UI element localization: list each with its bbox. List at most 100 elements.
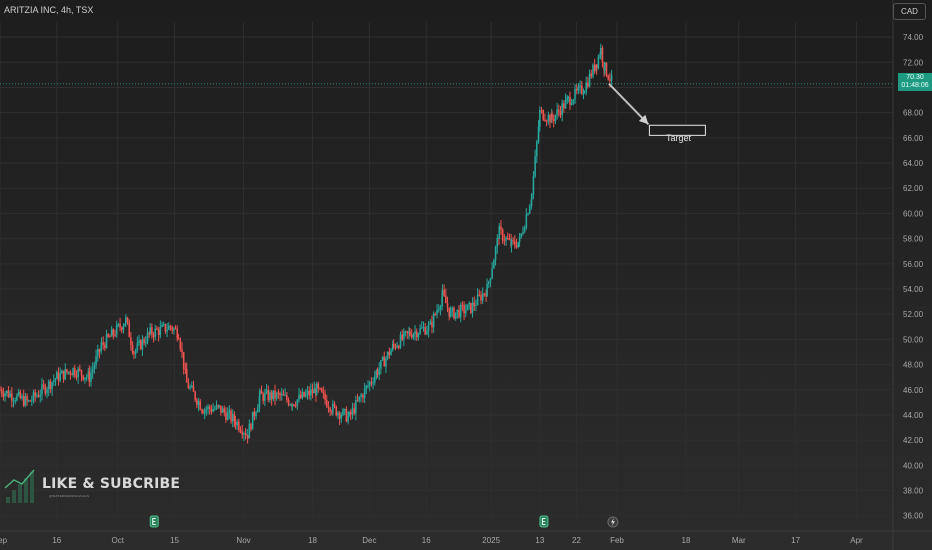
target-arrowhead <box>638 114 649 125</box>
x-tick-label: 18 <box>308 536 317 545</box>
candle-down <box>174 328 177 330</box>
bar-chart-logo-icon <box>4 469 35 503</box>
target-box[interactable] <box>648 124 706 136</box>
candle-up <box>264 392 266 401</box>
candle-up <box>468 302 470 305</box>
x-axis[interactable]: Sep 16 Oct 15 Nov 18 Dec 16 2025 13 22 Feb 18 Mar 17 Ap… <box>0 530 932 545</box>
candle-up <box>489 278 492 282</box>
candle-down <box>287 399 290 405</box>
candle-down <box>325 399 328 407</box>
candle-down <box>66 369 68 373</box>
candle-up <box>280 393 283 396</box>
y-tick-label: 52.00 <box>903 310 924 319</box>
candle-up <box>72 368 74 375</box>
y-tick-label: 62.00 <box>903 184 924 193</box>
y-tick-label: 50.00 <box>903 335 924 344</box>
candle-down <box>220 405 222 413</box>
candle-up <box>205 409 208 411</box>
candle-up <box>520 233 523 238</box>
candle-down <box>202 411 204 414</box>
candle-down <box>552 119 555 121</box>
candle-up <box>5 390 8 394</box>
candle-down <box>57 372 60 381</box>
y-axis[interactable]: 74.0072.0070.0068.0066.0064.0062.0060.00… <box>892 0 924 550</box>
candle-down <box>210 409 213 412</box>
candle-up <box>296 399 299 406</box>
candle-up <box>110 329 113 337</box>
candle-down <box>398 346 400 348</box>
candle-down <box>335 406 338 416</box>
candle-up <box>582 93 585 95</box>
candle-down <box>544 119 546 121</box>
candle-down <box>199 401 202 410</box>
candle-down <box>26 396 28 401</box>
candle-up <box>532 176 535 195</box>
x-tick-label: 18 <box>682 536 691 545</box>
x-tick-label: Feb <box>610 536 624 545</box>
candle-up <box>291 404 294 407</box>
candle-up <box>265 390 268 393</box>
candle-up <box>426 330 428 335</box>
earnings-icon[interactable] <box>149 515 159 528</box>
x-tick-label: Apr <box>850 536 863 545</box>
candle-down <box>19 391 22 399</box>
candle-up <box>561 103 563 116</box>
candle-down <box>303 391 305 397</box>
candle-up <box>149 327 151 334</box>
candle-down <box>453 307 455 319</box>
candle-down <box>169 325 172 328</box>
lightning-icon[interactable] <box>607 516 619 528</box>
target-annotation[interactable] <box>608 83 706 136</box>
candle-down <box>139 340 142 350</box>
candle-up <box>476 294 479 306</box>
candle-down <box>478 294 481 296</box>
candle-up <box>564 99 567 109</box>
candle-down <box>187 382 190 389</box>
candle-up <box>146 332 149 343</box>
candle-up <box>32 392 35 401</box>
candle-down <box>152 334 155 337</box>
candle-down <box>71 374 73 376</box>
candle-down <box>349 412 352 415</box>
x-tick-label: Oct <box>111 536 124 545</box>
candle-up <box>154 328 157 337</box>
candle-up <box>125 317 127 324</box>
candle-down <box>151 327 153 335</box>
candle-up <box>399 334 402 348</box>
candle-down <box>230 410 232 422</box>
candle-down <box>353 408 355 414</box>
candle-down <box>503 240 506 242</box>
y-tick-label: 66.00 <box>903 134 924 143</box>
candle-up <box>429 322 432 325</box>
candle-up <box>161 324 163 327</box>
event-markers[interactable] <box>149 515 619 528</box>
candle-up <box>255 412 257 417</box>
candle-down <box>176 328 179 339</box>
candle-up <box>342 409 344 416</box>
target-label: Target <box>666 133 692 143</box>
target-arrow[interactable] <box>608 83 650 125</box>
candle-up <box>390 350 392 356</box>
candle-down <box>540 110 543 112</box>
candle-up <box>454 312 457 319</box>
candle-down <box>607 75 609 80</box>
candle-up <box>162 323 165 325</box>
earnings-icon[interactable] <box>539 515 549 528</box>
candle-down <box>308 390 310 396</box>
candle-down <box>545 120 548 122</box>
candle-up <box>258 390 261 397</box>
symbol-title[interactable]: ARITZIA INC, 4h, TSX <box>4 5 94 15</box>
candle-up <box>527 213 529 215</box>
candle-down <box>88 371 91 382</box>
candle-up <box>351 408 354 415</box>
candle-up <box>427 324 430 331</box>
candle-up <box>59 373 62 381</box>
candle-up <box>90 372 92 382</box>
candle-down <box>593 64 596 71</box>
candle-up <box>610 75 613 81</box>
currency-selector[interactable]: CAD <box>893 3 926 20</box>
candle-up <box>494 247 497 261</box>
candle-up <box>579 85 581 87</box>
